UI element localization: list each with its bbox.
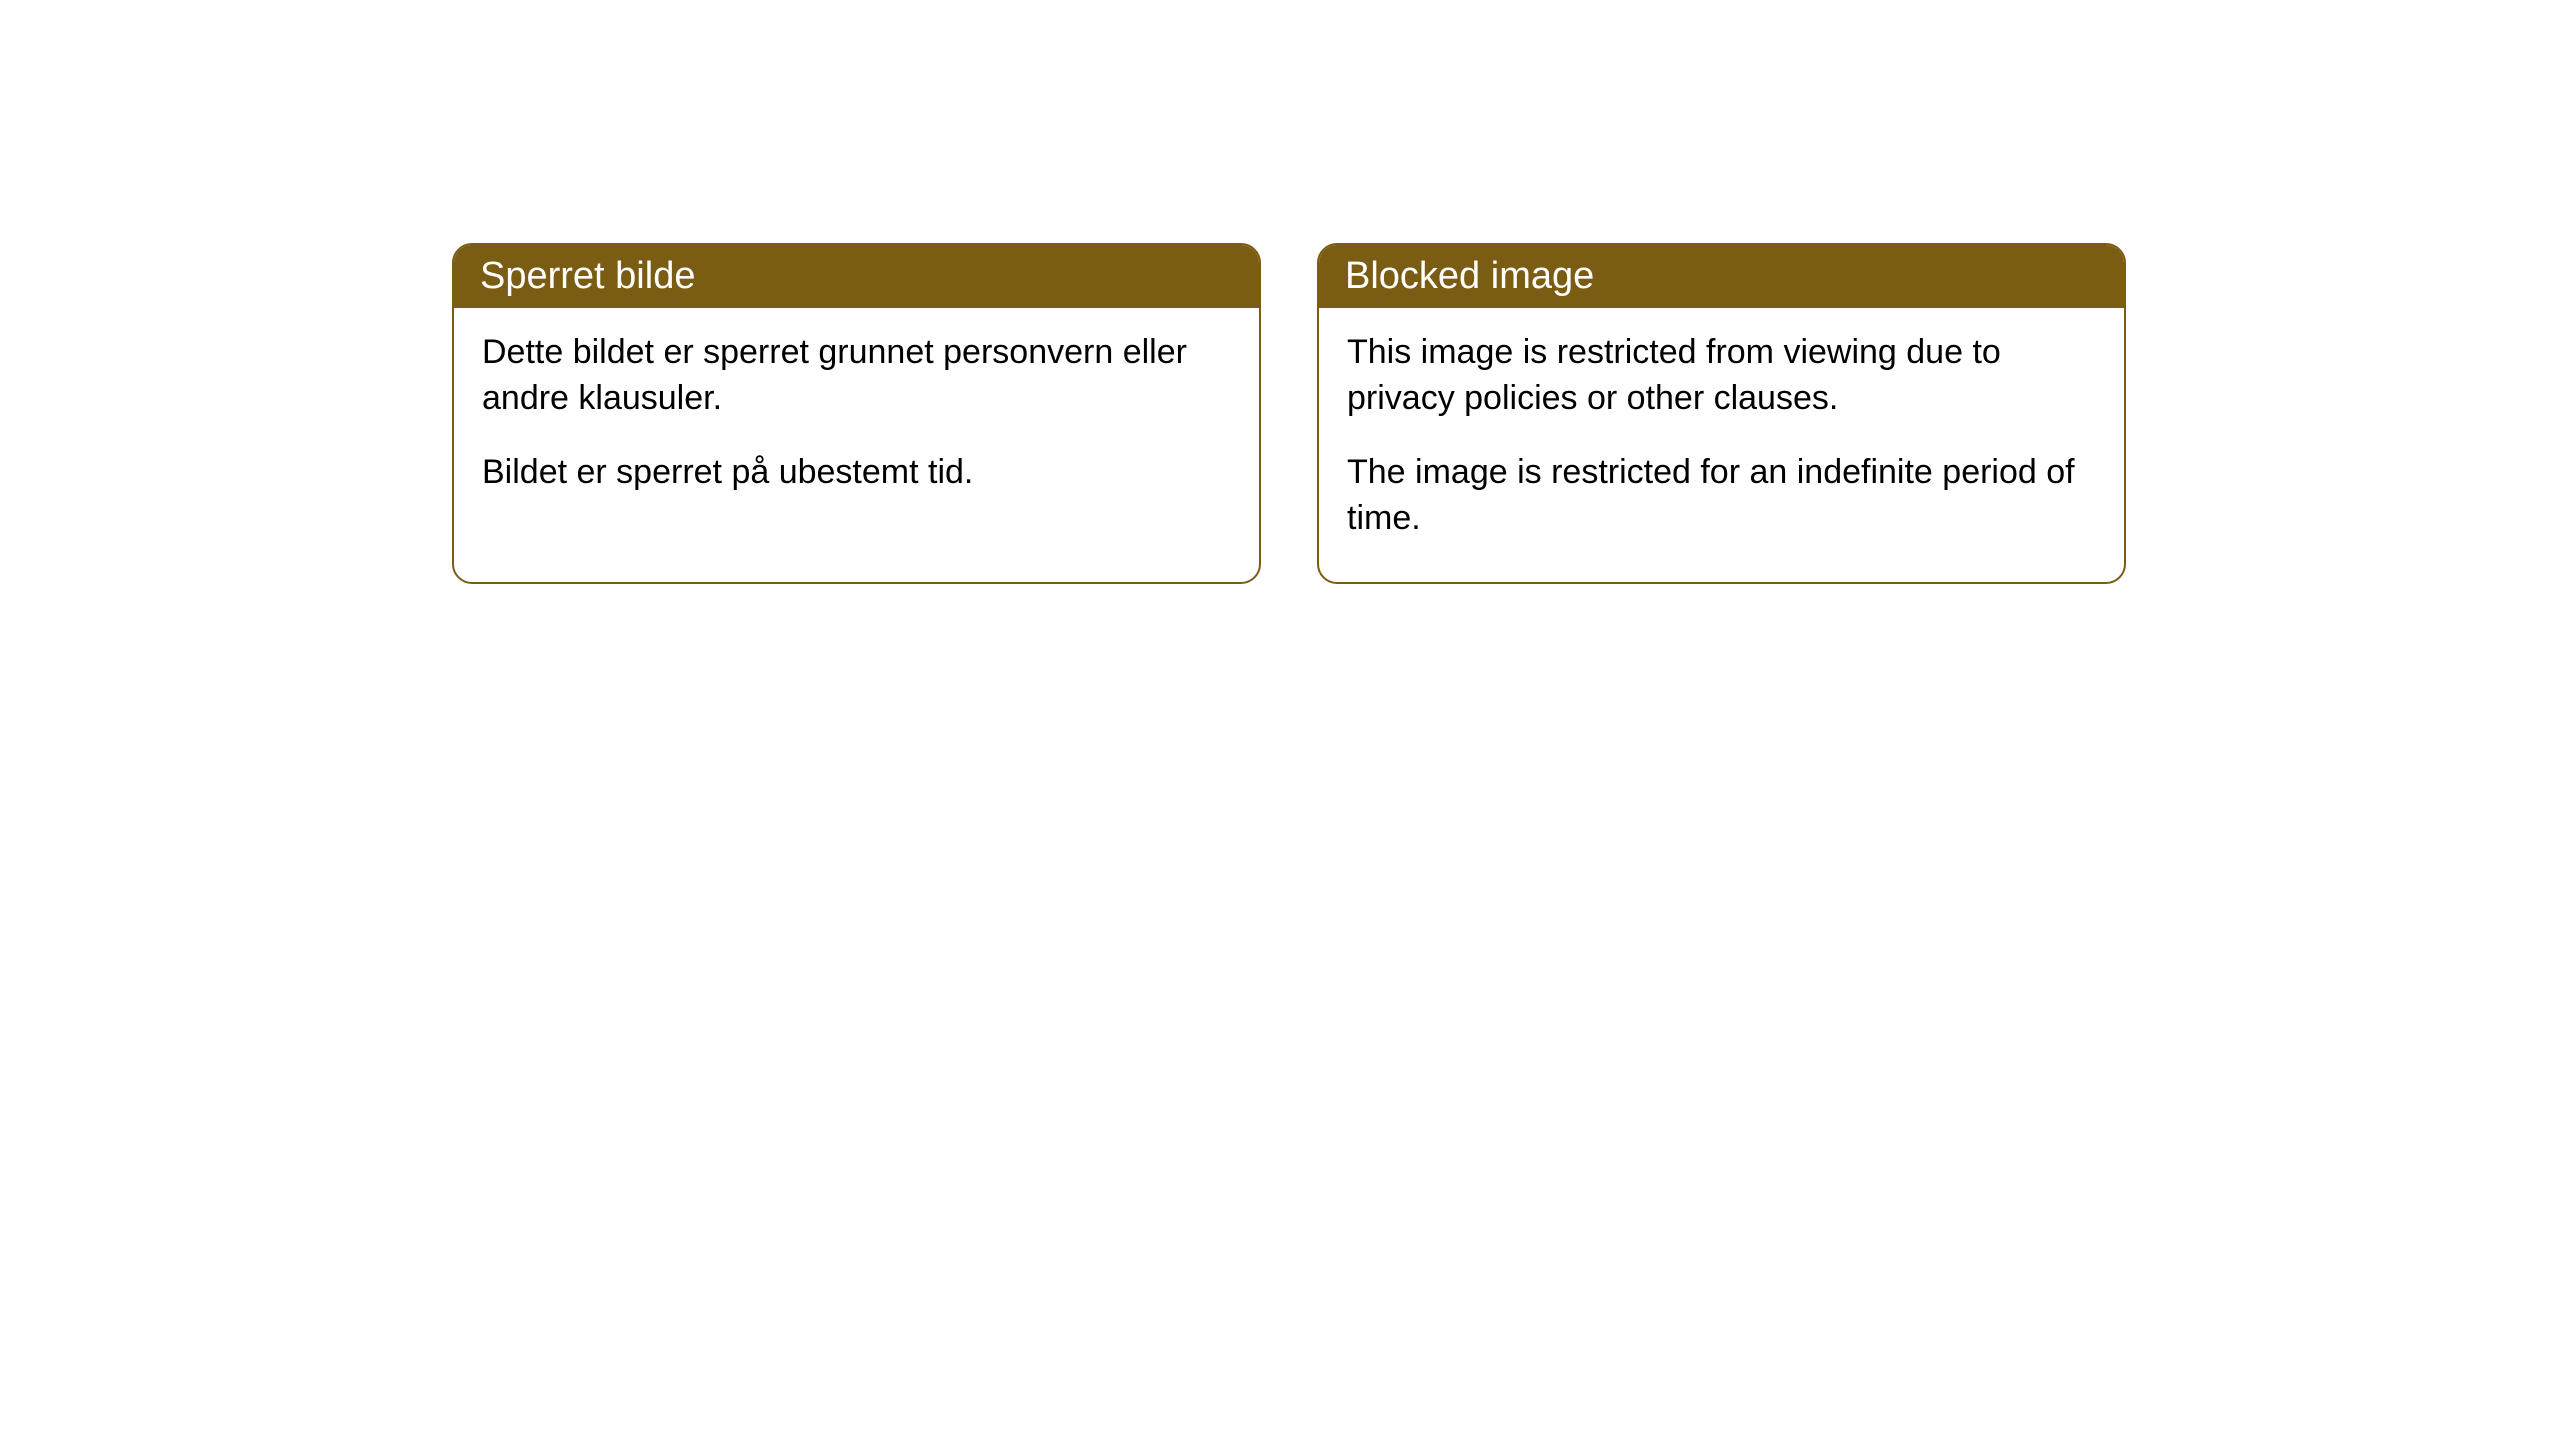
card-body: This image is restricted from viewing du… [1319, 308, 2124, 582]
notice-cards-container: Sperret bilde Dette bildet er sperret gr… [452, 243, 2126, 584]
card-paragraph: Dette bildet er sperret grunnet personve… [482, 330, 1231, 422]
notice-card-norwegian: Sperret bilde Dette bildet er sperret gr… [452, 243, 1261, 584]
card-paragraph: Bildet er sperret på ubestemt tid. [482, 450, 1231, 496]
card-title: Blocked image [1319, 245, 2124, 308]
card-title: Sperret bilde [454, 245, 1259, 308]
card-paragraph: The image is restricted for an indefinit… [1347, 450, 2096, 542]
notice-card-english: Blocked image This image is restricted f… [1317, 243, 2126, 584]
card-body: Dette bildet er sperret grunnet personve… [454, 308, 1259, 536]
card-paragraph: This image is restricted from viewing du… [1347, 330, 2096, 422]
